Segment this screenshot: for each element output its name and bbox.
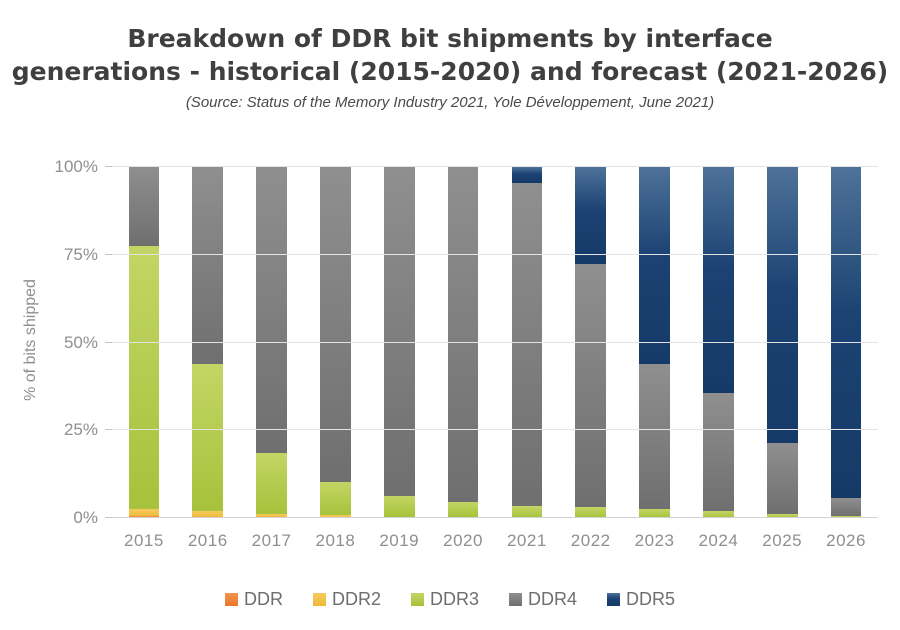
legend-label-ddr4: DDR4 xyxy=(528,589,578,609)
bar-segment-ddr4-2023 xyxy=(639,363,670,509)
bar-segment-ddr2-2017 xyxy=(256,513,287,518)
bar-2025 xyxy=(750,167,814,518)
axis-tick-100% xyxy=(105,166,112,167)
plot-area xyxy=(105,166,878,518)
legend-swatch-ddr2 xyxy=(312,593,326,606)
x-tick-label-2016: 2016 xyxy=(187,531,228,550)
x-tick-label-2017: 2017 xyxy=(251,531,292,550)
bar-segment-ddr3-2025 xyxy=(766,514,798,518)
bar-segment-ddr3-2015 xyxy=(128,245,160,510)
gridline-75% xyxy=(112,253,878,255)
bar-segment-ddr5-2024 xyxy=(703,167,734,394)
x-tick-label-2025: 2025 xyxy=(762,531,803,550)
legend-item-ddr5: DDR5 xyxy=(607,589,675,610)
x-tick-label-2015: 2015 xyxy=(124,531,164,550)
x-tick-label-2022: 2022 xyxy=(570,531,611,550)
bar-2022 xyxy=(559,167,623,518)
axis-tick-0% xyxy=(105,517,112,518)
bar-2017 xyxy=(240,167,304,518)
bar-segment-ddr4-2021 xyxy=(511,182,543,506)
bar-2026 xyxy=(814,167,878,518)
legend-item-ddr: DDR xyxy=(224,589,283,610)
bar-segment-ddr3-2018 xyxy=(320,482,351,515)
gridline-100% xyxy=(112,166,878,167)
bar-segment-ddr4-2024 xyxy=(703,393,734,511)
bar-segment-ddr2-2018 xyxy=(320,514,351,518)
y-tick-label: 0% xyxy=(73,508,98,527)
bar-segment-ddr4-2025 xyxy=(766,442,798,515)
chart-subtitle: (Source: Status of the Memory Industry 2… xyxy=(185,94,715,111)
bar-segment-ddr5-2023 xyxy=(639,167,670,364)
bar-segment-ddr4-2018 xyxy=(320,167,351,483)
y-tick-label: 75% xyxy=(63,244,98,264)
bar-segment-ddr2-2016 xyxy=(192,511,224,517)
legend-label-ddr2: DDR2 xyxy=(331,589,381,609)
legend-label-ddr3: DDR3 xyxy=(429,589,479,609)
legend-label-ddr5: DDR5 xyxy=(626,589,676,609)
y-axis-labels: 0% 25% 50% 75% 100% xyxy=(0,157,104,527)
y-tick-label: 25% xyxy=(63,420,98,440)
bar-2020 xyxy=(431,167,495,518)
legend-swatch-ddr3 xyxy=(410,593,424,606)
bar-2016 xyxy=(176,167,240,518)
bar-segment-ddr5-2026 xyxy=(830,167,862,498)
x-tick-label-2023: 2023 xyxy=(634,531,675,550)
bar-segment-ddr5-2022 xyxy=(575,167,607,264)
bar-segment-ddr3-2022 xyxy=(575,507,607,518)
chart-title: Breakdown of DDR bit shipments by interf… xyxy=(11,24,889,86)
bar-segment-ddr5-2025 xyxy=(766,167,798,443)
bar-2023 xyxy=(623,167,687,518)
axis-tick-50% xyxy=(105,341,112,343)
bar-segment-ddr3-2023 xyxy=(639,508,670,518)
axis-tick-75% xyxy=(105,253,112,255)
bar-segment-ddr4-2017 xyxy=(256,167,287,454)
legend-swatch-ddr xyxy=(224,593,238,606)
bar-segment-ddr4-2019 xyxy=(383,167,415,496)
y-tick-label: 50% xyxy=(63,332,98,352)
bar-segment-ddr3-2021 xyxy=(511,505,543,518)
bar-segment-ddr3-2016 xyxy=(192,363,224,511)
legend-swatch-ddr4 xyxy=(509,593,522,606)
x-axis-labels: 2015 2016 2017 2018 2019 2020 2021 2022 2023 2024… xyxy=(112,531,878,551)
x-tick-label-2019: 2019 xyxy=(379,531,420,550)
x-tick-label-2018: 2018 xyxy=(315,531,356,550)
bar-2018 xyxy=(303,167,367,518)
bar-segment-ddr3-2017 xyxy=(256,453,287,514)
bar-2021 xyxy=(495,167,559,518)
bar-segment-ddr3-2026 xyxy=(830,515,862,518)
legend-label-ddr: DDR xyxy=(243,589,283,609)
y-tick-label: 100% xyxy=(54,157,98,176)
x-tick-label-2024: 2024 xyxy=(698,531,739,550)
bar-segment-ddr3-2024 xyxy=(703,510,734,518)
axis-tick-25% xyxy=(105,429,112,431)
gridline-50% xyxy=(112,341,878,343)
gridline-0% xyxy=(112,517,878,518)
x-tick-label-2026: 2026 xyxy=(826,531,866,550)
x-tick-label-2020: 2020 xyxy=(443,531,483,550)
bar-segment-ddr3-2020 xyxy=(447,502,479,518)
bar-segment-ddr4-2020 xyxy=(447,167,479,503)
legend-swatch-ddr5 xyxy=(607,593,621,606)
bar-2024 xyxy=(686,167,750,518)
bar-segment-ddr2-2015 xyxy=(128,509,160,517)
bar-segment-ddr4-2015 xyxy=(128,167,160,246)
columns xyxy=(112,167,878,518)
bar-segment-ddr5-2021 xyxy=(511,167,543,183)
bar-segment-ddr4-2022 xyxy=(575,263,607,508)
gridline-25% xyxy=(112,429,878,431)
bar-segment-ddr4-2026 xyxy=(830,498,862,516)
legend-item-ddr3: DDR3 xyxy=(410,589,479,610)
legend: DDR DDR2 DDR3 DDR4 DDR5 xyxy=(0,589,900,610)
bar-2019 xyxy=(367,167,431,518)
legend-item-ddr4: DDR4 xyxy=(509,589,577,610)
bar-2015 xyxy=(112,167,176,518)
legend-item-ddr2: DDR2 xyxy=(312,589,381,610)
x-tick-label-2021: 2021 xyxy=(506,531,547,550)
bar-segment-ddr4-2016 xyxy=(192,167,224,364)
bar-segment-ddr3-2019 xyxy=(383,495,415,517)
